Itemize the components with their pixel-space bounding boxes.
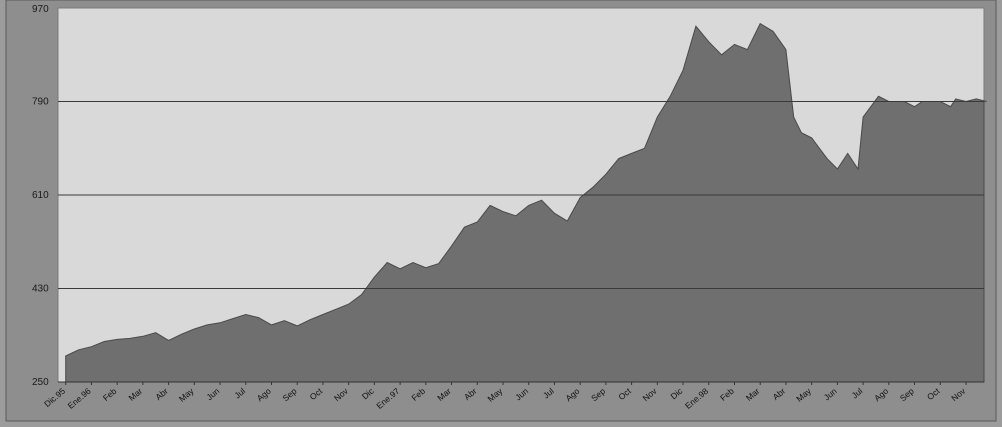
y-tick-label: 970 bbox=[32, 4, 49, 15]
y-tick-label: 430 bbox=[32, 284, 49, 295]
y-tick-label: 790 bbox=[32, 97, 49, 108]
y-tick-label: 610 bbox=[32, 190, 49, 201]
y-tick-label: 250 bbox=[32, 377, 49, 388]
